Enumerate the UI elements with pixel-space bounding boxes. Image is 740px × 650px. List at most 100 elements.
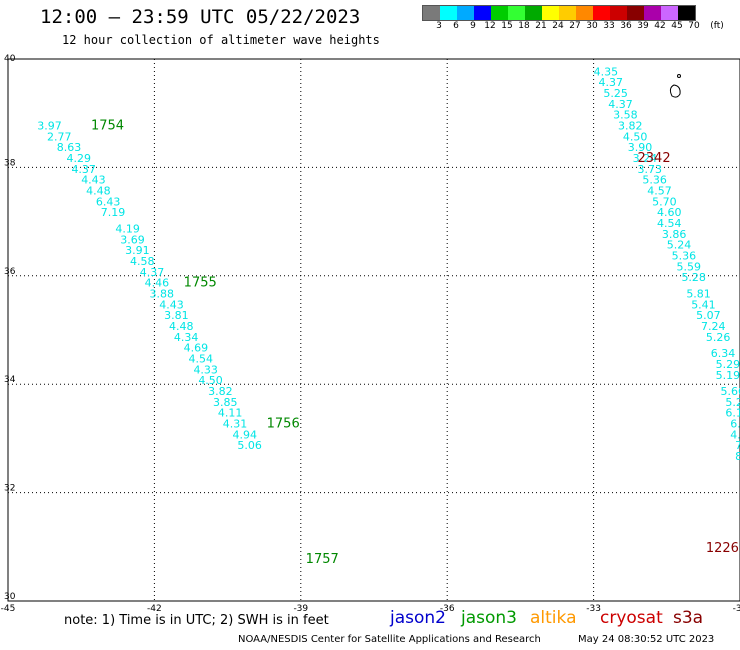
color-swatch [440,6,457,20]
lat-tick-label: 30 [4,592,16,602]
color-scale-bar [422,5,696,21]
color-scale-labels: 3 6 9 12 15 18 21 24 27 30 33 36 39 42 45 70 (ft) [422,21,740,33]
legend-s3a: s3a [673,608,704,628]
wave-height-value: 5.36 [642,174,667,187]
wave-height-value: 5.41 [691,298,716,311]
color-scale-label: 6 [453,21,459,31]
wave-height-value: 3.82 [208,385,233,398]
page-title: 12:00 — 23:59 UTC 05/22/2023 [40,6,361,28]
wave-height-value: 6.13 [725,407,740,420]
credit-text: NOAA/NESDIS Center for Satellite Applica… [238,634,541,645]
wave-height-value: 4.94 [232,428,256,441]
wave-height-value: 3.86 [662,228,687,241]
pass-time-label: 1757 [306,552,339,567]
wave-height-value: 3.85 [213,396,238,409]
color-swatch [508,6,525,20]
wave-height-value: 3.88 [150,287,175,300]
footer-note: note: 1) Time is in UTC; 2) SWH is in fe… [64,613,329,628]
wave-height-value: 5.81 [686,287,711,300]
color-scale-label: 30 [586,21,598,31]
color-swatch [491,6,508,20]
lon-tick-label: -33 [586,604,601,614]
color-swatch [525,6,542,20]
color-scale-label: 70 [688,21,700,31]
lat-tick-label: 34 [4,375,16,385]
wave-height-value: 8.08 [735,450,740,463]
island-outline [677,74,681,78]
wave-height-value: 4.33 [193,363,218,376]
color-scale-label: 9 [470,21,476,31]
wave-height-value: 5.24 [667,239,692,252]
color-scale-label: 21 [535,21,547,31]
color-swatch [610,6,627,20]
wave-height-value: 4.48 [86,185,111,198]
color-swatch [593,6,610,20]
color-swatch [661,6,678,20]
wave-height-value: 2.77 [47,130,72,143]
wave-height-value: 5.22 [725,396,740,409]
wave-height-value: 4.37 [598,76,623,89]
wave-height-value: 5.19 [716,369,740,382]
lat-tick-label: 38 [4,158,16,168]
color-scale-label: 39 [637,21,649,31]
lon-tick-label: -36 [440,604,455,614]
lon-tick-label: -45 [1,604,16,614]
wave-height-value: 4.35 [594,65,619,78]
wave-height-value: 4.54 [189,353,214,366]
wave-height-value: 3.91 [125,244,149,257]
wave-height-value: 4.31 [223,418,248,431]
color-swatch [474,6,491,20]
lat-tick-label: 40 [4,54,16,64]
wave-height-value: 4.54 [657,217,682,230]
color-scale-label: 45 [671,21,683,31]
wave-height-value: 3.58 [613,109,638,122]
wave-height-value: 3.73 [638,163,663,176]
wave-height-value: 3.90 [628,141,653,154]
timestamp: May 24 08:30:52 UTC 2023 [578,634,715,645]
wave-height-value: 6.73 [730,418,740,431]
pass-time-label: 1756 [267,417,300,432]
wave-height-value: 4.37 [608,98,633,111]
wave-height-value: 4.69 [184,342,209,355]
color-scale-label: 36 [620,21,632,31]
color-scale-label: 18 [518,21,530,31]
lat-tick-label: 32 [4,484,15,494]
lon-tick-label: -30 [733,604,740,614]
wave-height-value: 6.34 [711,347,736,360]
wave-height-value: 4.50 [623,130,648,143]
color-swatch [542,6,559,20]
wave-height-value: 4.43 [159,298,184,311]
wave-height-value: 3.24 [633,152,658,165]
wave-height-value: 3.82 [618,119,643,132]
color-swatch [559,6,576,20]
wave-height-value: 5.59 [677,260,702,273]
wave-height-value: 4.48 [169,320,194,333]
wave-height-value: 4.60 [657,206,682,219]
color-scale-label: 12 [484,21,496,31]
island-outline [669,84,681,98]
wave-height-value: 6.43 [96,195,121,208]
pass-time-label: 1755 [184,276,217,291]
wave-height-value: 7.13 [735,439,740,452]
wave-height-value: 3.97 [37,119,62,132]
color-scale-label: 24 [552,21,564,31]
wave-height-value: 5.36 [672,250,697,263]
color-scale-label: (ft) [710,21,724,31]
wave-height-value: 5.25 [603,87,628,100]
wave-height-value: 4.11 [218,407,243,420]
pass-time-label: 1754 [91,118,124,133]
legend-altika: altika [530,608,577,628]
color-scale-label: 3 [436,21,442,31]
wave-height-value: 5.70 [652,195,677,208]
wave-height-value: 5.28 [681,271,706,284]
wave-height-value: 7.19 [101,206,126,219]
wave-height-value: 4.58 [130,255,155,268]
color-scale-label: 42 [654,21,666,31]
color-swatch [678,6,695,20]
wave-height-value: 5.06 [237,439,261,452]
page-subtitle: 12 hour collection of altimeter wave hei… [62,33,380,47]
wave-height-value: 4.37 [140,266,165,279]
wave-height-value: 8.63 [57,141,82,154]
color-scale-label: 27 [569,21,581,31]
